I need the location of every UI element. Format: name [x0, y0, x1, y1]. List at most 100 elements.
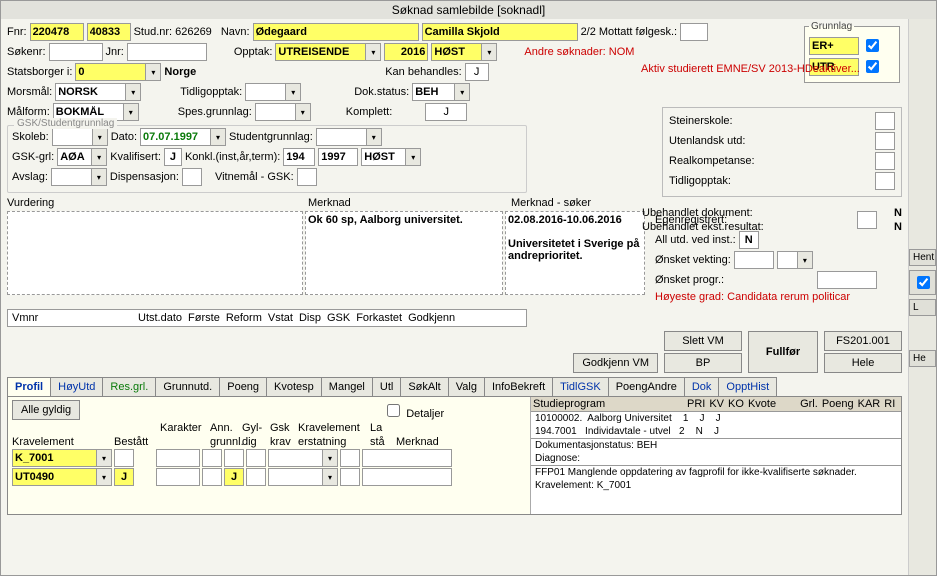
- real[interactable]: [875, 152, 895, 170]
- fnr1[interactable]: [30, 23, 84, 41]
- sokenr[interactable]: [49, 43, 103, 61]
- k2-erst[interactable]: [268, 468, 322, 486]
- komplett[interactable]: [425, 103, 467, 121]
- slett-vm-button[interactable]: Slett VM: [664, 331, 742, 351]
- konkl-aar[interactable]: [318, 148, 358, 166]
- k2-erst-dd[interactable]: ▾: [322, 468, 338, 486]
- tab-oppthist[interactable]: OpptHist: [718, 377, 777, 396]
- tab-infobekreft[interactable]: InfoBekreft: [484, 377, 553, 396]
- steiner[interactable]: [875, 112, 895, 130]
- tab-kvotesp[interactable]: Kvotesp: [266, 377, 322, 396]
- spes[interactable]: [255, 103, 295, 121]
- vitnemal-gsk[interactable]: [297, 168, 317, 186]
- krav1-dd[interactable]: ▾: [96, 449, 112, 467]
- aktiv-studierett[interactable]: Aktiv studierett EMNE/SV 2013-HDeaktiver…: [641, 63, 860, 75]
- godkjenn-vm-button[interactable]: Godkjenn VM: [573, 353, 658, 373]
- side-ful-button[interactable]: Ful: [909, 270, 936, 295]
- spes-dd[interactable]: ▾: [295, 103, 311, 121]
- krav2[interactable]: [12, 468, 96, 486]
- vekt2[interactable]: [777, 251, 797, 269]
- fornavn[interactable]: [422, 23, 578, 41]
- grunnlag-er[interactable]: [809, 37, 859, 55]
- opptak[interactable]: [275, 43, 365, 61]
- kanbeh[interactable]: [465, 63, 489, 81]
- fs-button[interactable]: FS201.001: [824, 331, 902, 351]
- dato-dd[interactable]: ▾: [210, 128, 226, 146]
- avslag-dd[interactable]: ▾: [91, 168, 107, 186]
- k1-erst-dd[interactable]: ▾: [322, 449, 338, 467]
- tab-poengandre[interactable]: PoengAndre: [608, 377, 685, 396]
- dokst-dd[interactable]: ▾: [454, 83, 470, 101]
- k1-gsk[interactable]: [246, 449, 266, 467]
- k1-ann[interactable]: [202, 449, 222, 467]
- side-ful-chk[interactable]: [917, 276, 930, 289]
- side-l-button[interactable]: L: [909, 299, 936, 316]
- stats-dd[interactable]: ▾: [145, 63, 161, 81]
- side-h-button[interactable]: He: [909, 350, 936, 367]
- k2-sta[interactable]: [340, 468, 360, 486]
- konkl-dd[interactable]: ▾: [405, 148, 421, 166]
- jnr[interactable]: [127, 43, 207, 61]
- bp-button[interactable]: BP: [664, 353, 742, 373]
- side-hent-button[interactable]: Hent e: [909, 249, 936, 266]
- vekt-dd[interactable]: ▾: [797, 251, 813, 269]
- gsk-dato[interactable]: [140, 128, 210, 146]
- k2-gsk[interactable]: [246, 468, 266, 486]
- tab-mangel[interactable]: Mangel: [321, 377, 373, 396]
- utenl[interactable]: [875, 132, 895, 150]
- sp-row-1[interactable]: 10100002. Aalborg Universitet 1 J J: [531, 412, 901, 425]
- k1-merk[interactable]: [362, 449, 452, 467]
- alle-gyldig-button[interactable]: Alle gyldig: [12, 400, 80, 420]
- grunnlag-er-chk[interactable]: [866, 39, 879, 52]
- tab-sokalt[interactable]: SøkAlt: [400, 377, 448, 396]
- gskgrl[interactable]: [57, 148, 91, 166]
- opptak-sem[interactable]: [431, 43, 481, 61]
- k2-gyl[interactable]: [224, 468, 244, 486]
- progr[interactable]: [817, 271, 877, 289]
- etternavn[interactable]: [253, 23, 419, 41]
- mottatt-field[interactable]: [680, 23, 708, 41]
- fnr2[interactable]: [87, 23, 131, 41]
- konkl-term[interactable]: [361, 148, 405, 166]
- opptak-dd[interactable]: ▾: [365, 43, 381, 61]
- tab-dok[interactable]: Dok: [684, 377, 720, 396]
- krav2-dd[interactable]: ▾: [96, 468, 112, 486]
- grunnlag-utr-chk[interactable]: [866, 60, 879, 73]
- morsmal[interactable]: [55, 83, 125, 101]
- k2-merk[interactable]: [362, 468, 452, 486]
- stgrl-dd[interactable]: ▾: [366, 128, 382, 146]
- merknad-memo[interactable]: Ok 60 sp, Aalborg universitet.: [305, 211, 503, 295]
- k2-bestatt[interactable]: [114, 468, 134, 486]
- kvalifisert[interactable]: [164, 148, 182, 166]
- tab-profil[interactable]: Profil: [7, 377, 51, 396]
- tab-grunnutd[interactable]: Grunnutd.: [155, 377, 220, 396]
- mors-dd[interactable]: ▾: [125, 83, 141, 101]
- tab-utl[interactable]: Utl: [372, 377, 401, 396]
- k1-sta[interactable]: [340, 449, 360, 467]
- tab-resgrl[interactable]: Res.grl.: [102, 377, 156, 396]
- tidl-dd[interactable]: ▾: [285, 83, 301, 101]
- tab-valg[interactable]: Valg: [448, 377, 485, 396]
- k2-kar[interactable]: [156, 468, 200, 486]
- krav1[interactable]: [12, 449, 96, 467]
- stats-kode[interactable]: [75, 63, 145, 81]
- tab-tidlgsk[interactable]: TidlGSK: [552, 377, 609, 396]
- tidlig[interactable]: [875, 172, 895, 190]
- k2-ann[interactable]: [202, 468, 222, 486]
- opptak-aar[interactable]: [384, 43, 428, 61]
- avslag[interactable]: [51, 168, 91, 186]
- skoleb[interactable]: [52, 128, 92, 146]
- tidligopptak[interactable]: [245, 83, 285, 101]
- opptak-sem-dd[interactable]: ▾: [481, 43, 497, 61]
- dispensasjon[interactable]: [182, 168, 202, 186]
- stgrl[interactable]: [316, 128, 366, 146]
- k1-gyl[interactable]: [224, 449, 244, 467]
- skoleb-dd[interactable]: ▾: [92, 128, 108, 146]
- gskgrl-dd[interactable]: ▾: [91, 148, 107, 166]
- tab-poeng[interactable]: Poeng: [219, 377, 267, 396]
- k1-bestatt[interactable]: [114, 449, 134, 467]
- sp-row-2[interactable]: 194.7001 Individavtale - utvel 2 N J: [531, 425, 901, 439]
- k1-kar[interactable]: [156, 449, 200, 467]
- merknad-soker-memo[interactable]: 02.08.2016-10.06.2016 Universitetet i Sv…: [505, 211, 645, 295]
- vurdering-memo[interactable]: [7, 211, 303, 295]
